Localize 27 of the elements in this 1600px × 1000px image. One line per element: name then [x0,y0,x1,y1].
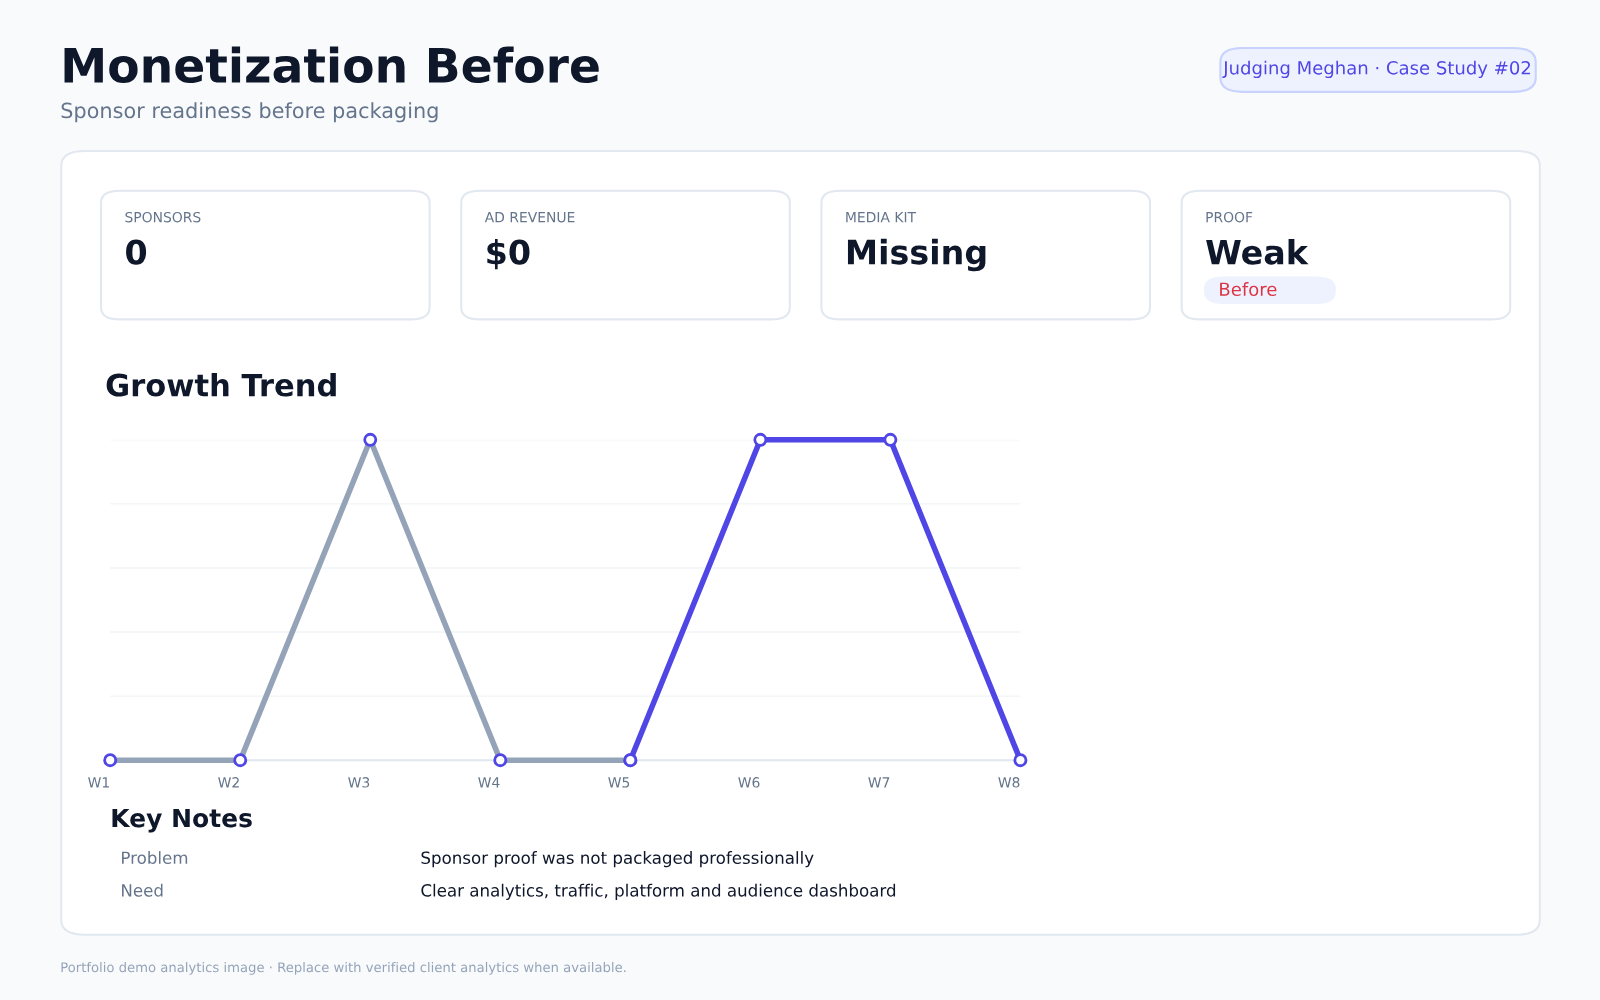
x-tick-label: W1 [88,777,109,788]
x-tick-label: W8 [998,777,1020,788]
text: Judging Meghan · Case Study #02 [1222,60,1531,79]
text: Key Notes [112,808,252,833]
text: MEDIA KIT [846,212,917,223]
x-tick-label: W6 [738,777,760,788]
text: Weak [1206,238,1309,265]
chart-title: Growth Trend [106,372,336,397]
text: Sponsor proof was not packaged professionally [421,851,814,868]
text: Missing [847,238,986,272]
text: Before [1220,282,1277,297]
text: $0 [487,238,530,270]
text: Portfolio demo analytics image · Replace with verified client analytics when available. [61,961,626,975]
text: AD REVENUE [484,212,575,223]
text: Monetization Before [64,46,599,84]
text: SPONSORS [125,211,201,223]
x-tick-label: W7 [868,777,890,788]
x-tick-label: W4 [478,777,500,788]
text: 0 [126,239,147,265]
text: Clear analytics, traffic, platform and audience dashboard [421,883,896,900]
x-tick-label: W2 [218,777,239,788]
x-tick-label: W3 [348,777,370,788]
text: Problem [122,851,188,865]
text: Need [122,883,163,897]
x-tick-label: W5 [608,777,630,788]
text: PROOF [1206,211,1253,223]
text: Sponsor readiness before packaging [61,102,438,123]
